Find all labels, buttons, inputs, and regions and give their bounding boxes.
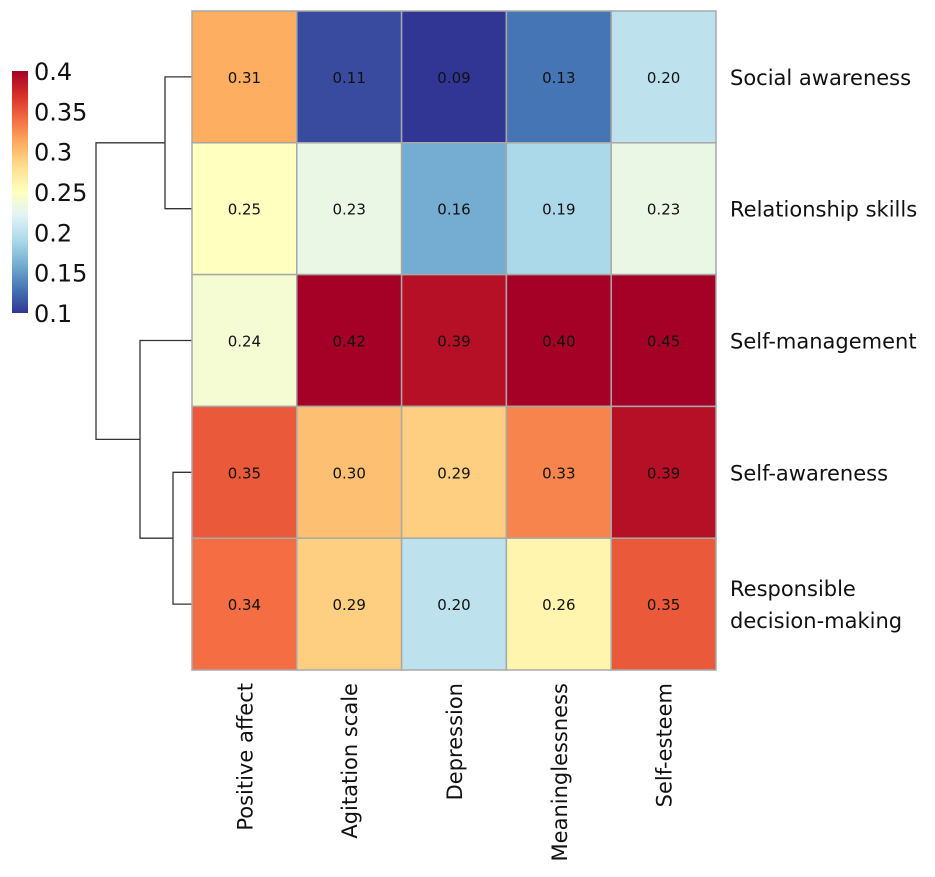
cell-value-label: 0.39: [647, 464, 680, 482]
heatmap-cell: [400, 405, 508, 539]
cell-value-label: 0.20: [647, 69, 680, 87]
cell-value-label: 0.09: [437, 69, 470, 87]
colorbar-gradient: [12, 71, 28, 313]
cell-value-label: 0.30: [332, 464, 365, 482]
cell-value-label: 0.39: [437, 333, 470, 351]
heatmap-cell: [191, 10, 298, 144]
column-label: Meaninglessness: [548, 683, 572, 861]
colorbar-tick-label: 0.1: [34, 300, 72, 328]
column-label: Depression: [443, 683, 467, 800]
row-label: Self-management: [730, 330, 917, 354]
heatmap-cells: 0.31 0.11 0.09 0.13 0.20 0.25 0.23 0.16 0.19 0.23…: [191, 10, 717, 671]
cell-value-label: 0.20: [437, 596, 470, 614]
row-label: decision-making: [730, 609, 902, 633]
cell-value-label: 0.45: [647, 333, 680, 351]
colorbar-legend: 0.4 0.35 0.3 0.25 0.2 0.15 0.1: [12, 58, 87, 328]
heatmap-cell: [505, 405, 612, 539]
column-labels: Positive affect Agitation scale Depression…: [233, 683, 676, 861]
cell-value-label: 0.29: [332, 596, 365, 614]
colorbar-tick-label: 0.25: [34, 179, 87, 207]
cell-value-label: 0.33: [542, 464, 575, 482]
heatmap-cell: [610, 273, 717, 408]
colorbar-tick-label: 0.35: [34, 98, 87, 126]
heatmap-cell: [505, 273, 612, 408]
cell-value-label: 0.29: [437, 464, 470, 482]
dendrogram-branch: [95, 142, 165, 441]
cell-value-label: 0.23: [647, 201, 680, 219]
cell-value-label: 0.35: [228, 464, 261, 482]
dendrogram-branch: [164, 76, 192, 210]
row-dendrogram: [95, 76, 192, 605]
cell-value-label: 0.35: [647, 596, 680, 614]
cell-value-label: 0.42: [332, 333, 365, 351]
heatmap-cell: [191, 537, 298, 671]
row-labels: Social awareness Relationship skills Self-…: [730, 66, 917, 633]
heatmap-cell: [610, 537, 717, 671]
cell-value-label: 0.25: [228, 201, 261, 219]
colorbar-tick-label: 0.2: [34, 219, 72, 247]
heatmap-cell: [296, 273, 403, 408]
cell-value-label: 0.24: [228, 333, 261, 351]
dendrogram-branch: [172, 471, 192, 605]
column-label: Positive affect: [233, 683, 257, 831]
cell-value-label: 0.31: [228, 69, 261, 87]
heatmap-cell: [610, 405, 717, 539]
heatmap-cell: [400, 10, 508, 144]
colorbar-tick-label: 0.3: [34, 139, 72, 167]
heatmap-cell: [400, 273, 508, 408]
heatmap-cell: [400, 537, 508, 671]
row-label: Relationship skills: [730, 198, 917, 222]
heatmap-cell: [505, 10, 612, 144]
cell-value-label: 0.34: [228, 596, 261, 614]
column-label: Agitation scale: [338, 683, 362, 839]
cell-value-label: 0.19: [542, 201, 575, 219]
cell-value-label: 0.40: [542, 333, 575, 351]
cell-value-label: 0.26: [542, 596, 575, 614]
heatmap-cell: [296, 405, 403, 539]
row-label: Self-awareness: [730, 461, 888, 485]
row-label: Social awareness: [730, 66, 911, 90]
heatmap-cell: [400, 142, 508, 276]
cell-value-label: 0.16: [437, 201, 470, 219]
row-label: Responsible: [730, 577, 856, 601]
cell-value-label: 0.23: [332, 201, 365, 219]
dendrogram-branch: [139, 339, 192, 539]
cell-value-label: 0.11: [332, 69, 365, 87]
colorbar-tick-label: 0.4: [34, 58, 72, 86]
heatmap-cell: [191, 405, 298, 539]
heatmap-cell: [191, 142, 298, 276]
cell-value-label: 0.13: [542, 69, 575, 87]
heatmap-cell: [610, 10, 717, 144]
heatmap-cell: [296, 537, 403, 671]
heatmap-cell: [610, 142, 717, 276]
colorbar-tick-label: 0.15: [34, 260, 87, 288]
column-label: Self-esteem: [653, 683, 677, 807]
heatmap-cell: [296, 10, 403, 144]
